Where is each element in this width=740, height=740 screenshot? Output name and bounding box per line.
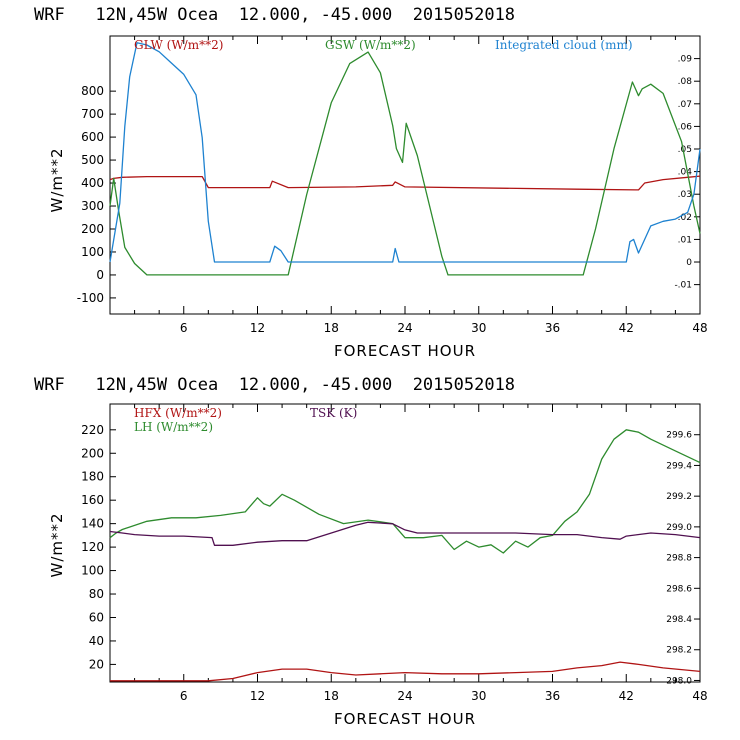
panel-2-x-tick-label: 6 — [180, 689, 188, 703]
panel-1-x-tick-label: 42 — [619, 321, 634, 335]
panel-1-y2-tick-label: .08 — [678, 77, 693, 87]
panel-2-y-tick-label: 80 — [89, 587, 104, 601]
panel-1-y2-ticks: -.01 0 .01 .02 .03 .04 .05 .06 .07 .08 .09 — [674, 55, 700, 291]
panel-2-y-tick-label: 60 — [89, 610, 104, 624]
legend-integrated-cloud: Integrated cloud (mm) — [495, 38, 633, 52]
panel-2-x-tick-label: 48 — [692, 689, 707, 703]
panel-2-y-tick-label: 20 — [89, 657, 104, 671]
panel-1-x-tick-label: 30 — [471, 321, 486, 335]
panel-1-y2-tick-label: .02 — [678, 213, 692, 223]
panel-2-y2-ticks: 298.0 298.2 298.4 298.6 298.8 299.0 299.2 299.4… — [666, 431, 700, 686]
panel-2-y-tick-label: 180 — [81, 470, 104, 484]
panel-1-x-axis-label: FORECAST HOUR — [334, 342, 476, 360]
panel-1-y-tick-label: 0 — [96, 268, 104, 282]
panel-1-x-tick-label: 48 — [692, 321, 707, 335]
panel-1-x-tick-label: 18 — [324, 321, 339, 335]
panel-1-y-ticks: -100 0 100 200 300 400 500 600 700 800 — [77, 84, 116, 305]
panel-2-x-tick-label: 30 — [471, 689, 486, 703]
panel-1-y-axis-label: W/m**2 — [48, 147, 66, 212]
panel-2-title: WRF 12N,45W Ocea 12.000, -45.000 2015052… — [34, 375, 515, 395]
panel-1-plot-frame — [109, 35, 701, 315]
panel-1-y2-tick-label: -.01 — [674, 281, 692, 291]
panel-1: WRF 12N,45W Ocea 12.000, -45.000 2015052… — [34, 5, 708, 360]
panel-1-y2-tick-label: .07 — [678, 100, 692, 110]
panel-2-y-tick-label: 40 — [89, 634, 104, 648]
panel-1-series — [109, 42, 701, 276]
panel-2-y2-tick-label: 298.0 — [666, 676, 692, 686]
panel-1-x-tick-label: 6 — [180, 321, 188, 335]
panel-2-y-axis-label: W/m**2 — [48, 512, 66, 577]
legend-lh: LH (W/m**2) — [134, 420, 213, 434]
panel-2-y-tick-label: 100 — [81, 564, 104, 578]
panel-1-y-tick-label: 100 — [81, 245, 104, 259]
panel-2-x-axis-label: FORECAST HOUR — [334, 710, 476, 728]
legend-hfx: HFX (W/m**2) — [134, 406, 222, 420]
panel-1-y2-tick-label: .04 — [678, 168, 693, 178]
legend-glw: GLW (W/m**2) — [134, 38, 223, 52]
panel-2-series-tsk-line — [109, 521, 701, 546]
legend-gsw: GSW (W/m**2) — [325, 38, 416, 52]
panel-2-y2-tick-label: 298.2 — [666, 646, 692, 656]
panel-1-series-glw-line — [109, 175, 701, 191]
panel-2-y2-tick-label: 299.4 — [666, 461, 692, 471]
panel-1-x-tick-label: 36 — [545, 321, 560, 335]
panel-2-x-ticks: 6 12 18 24 30 36 42 48 — [134, 404, 708, 703]
panel-1-x-ticks: 6 12 18 24 30 36 42 48 — [134, 36, 708, 335]
panel-1-series-integrated-line — [109, 42, 701, 263]
panel-2-y2-tick-label: 298.6 — [666, 584, 692, 594]
panel-1-x-tick-label: 24 — [397, 321, 412, 335]
panel-1-y2-tick-label: .09 — [678, 55, 693, 65]
panel-2-y2-tick-label: 299.2 — [666, 492, 692, 502]
legend-tsk: TSK (K) — [310, 406, 357, 420]
panel-2-series-hfx-line — [110, 661, 701, 682]
panel-1-y2-tick-label: .01 — [678, 235, 692, 245]
panel-2-y-tick-label: 140 — [81, 517, 104, 531]
panel-1-y-tick-label: 800 — [81, 84, 104, 98]
panel-1-title: WRF 12N,45W Ocea 12.000, -45.000 2015052… — [34, 5, 515, 25]
panel-2-y2-tick-label: 299.0 — [666, 523, 692, 533]
panel-2-y2-tick-label: 298.8 — [666, 554, 692, 564]
panel-1-y-tick-label: 500 — [81, 153, 104, 167]
panel-2-plot-frame — [109, 403, 701, 683]
panel-2-x-tick-label: 18 — [324, 689, 339, 703]
panel-1-y2-tick-label: .03 — [678, 190, 692, 200]
panel-2-y2-tick-label: 298.4 — [666, 615, 692, 625]
panel-1-y2-tick-label: .05 — [678, 145, 692, 155]
panel-1-y-tick-label: 600 — [81, 130, 104, 144]
panel-1-x-tick-label: 12 — [250, 321, 265, 335]
panel-1-y-tick-label: -100 — [77, 291, 104, 305]
panel-2-y-ticks: 20 40 60 80 100 120 140 160 180 200 220 — [81, 423, 116, 671]
panel-1-y-tick-label: 300 — [81, 199, 104, 213]
panel-2-series-lh-line — [109, 429, 701, 554]
panel-1-y-tick-label: 400 — [81, 176, 104, 190]
panel-2-x-tick-label: 12 — [250, 689, 265, 703]
panel-2-x-tick-label: 42 — [619, 689, 634, 703]
panel-1-y-tick-label: 200 — [81, 222, 104, 236]
panel-2-y-tick-label: 120 — [81, 540, 104, 554]
panel-1-y2-tick-label: 0 — [686, 258, 692, 268]
panel-2-y-tick-label: 160 — [81, 493, 104, 507]
panel-1-y-tick-label: 700 — [81, 107, 104, 121]
panel-1-series-gsw-line — [109, 51, 701, 276]
panel-2-y2-tick-label: 299.6 — [666, 431, 692, 441]
panel-1-y2-tick-label: .06 — [678, 122, 693, 132]
panel-2-y-tick-label: 220 — [81, 423, 104, 437]
panel-2: WRF 12N,45W Ocea 12.000, -45.000 2015052… — [34, 375, 708, 728]
panel-2-x-tick-label: 24 — [397, 689, 412, 703]
panel-2-series — [109, 429, 701, 682]
panel-2-x-tick-label: 36 — [545, 689, 560, 703]
panel-2-y-tick-label: 200 — [81, 446, 104, 460]
